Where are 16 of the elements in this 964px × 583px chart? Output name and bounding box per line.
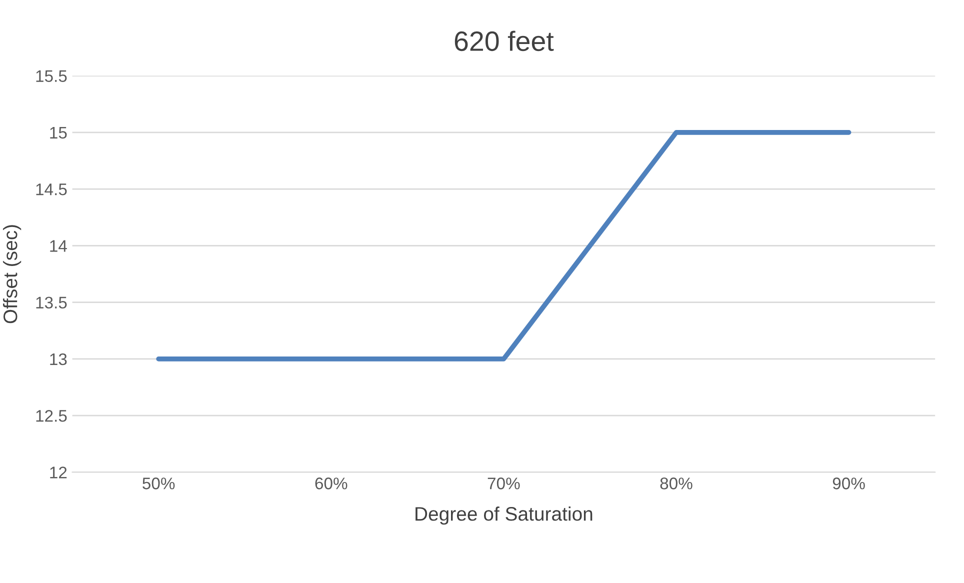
x-axis-title: Degree of Saturation [416, 506, 592, 525]
x-tick-label: 90% [832, 478, 865, 490]
y-tick-label: 12 [50, 466, 67, 478]
x-tick-label: 80% [660, 478, 692, 490]
x-tick-label: 50% [142, 478, 175, 490]
x-tick-label: 70% [488, 478, 520, 490]
y-tick-label: 14 [50, 240, 67, 252]
chart-title: 620 feet [454, 30, 554, 52]
x-tick-label: 60% [315, 478, 348, 490]
y-axis-title: Offset (sec) [2, 225, 22, 324]
y-tick-label: 15 [50, 126, 67, 139]
y-tick-label: 12.5 [36, 410, 67, 422]
y-tick-label: 15.5 [36, 70, 67, 82]
y-tick-label: 13.5 [36, 296, 67, 309]
y-tick-label: 14.5 [36, 184, 67, 196]
y-tick-label: 13 [50, 353, 67, 366]
